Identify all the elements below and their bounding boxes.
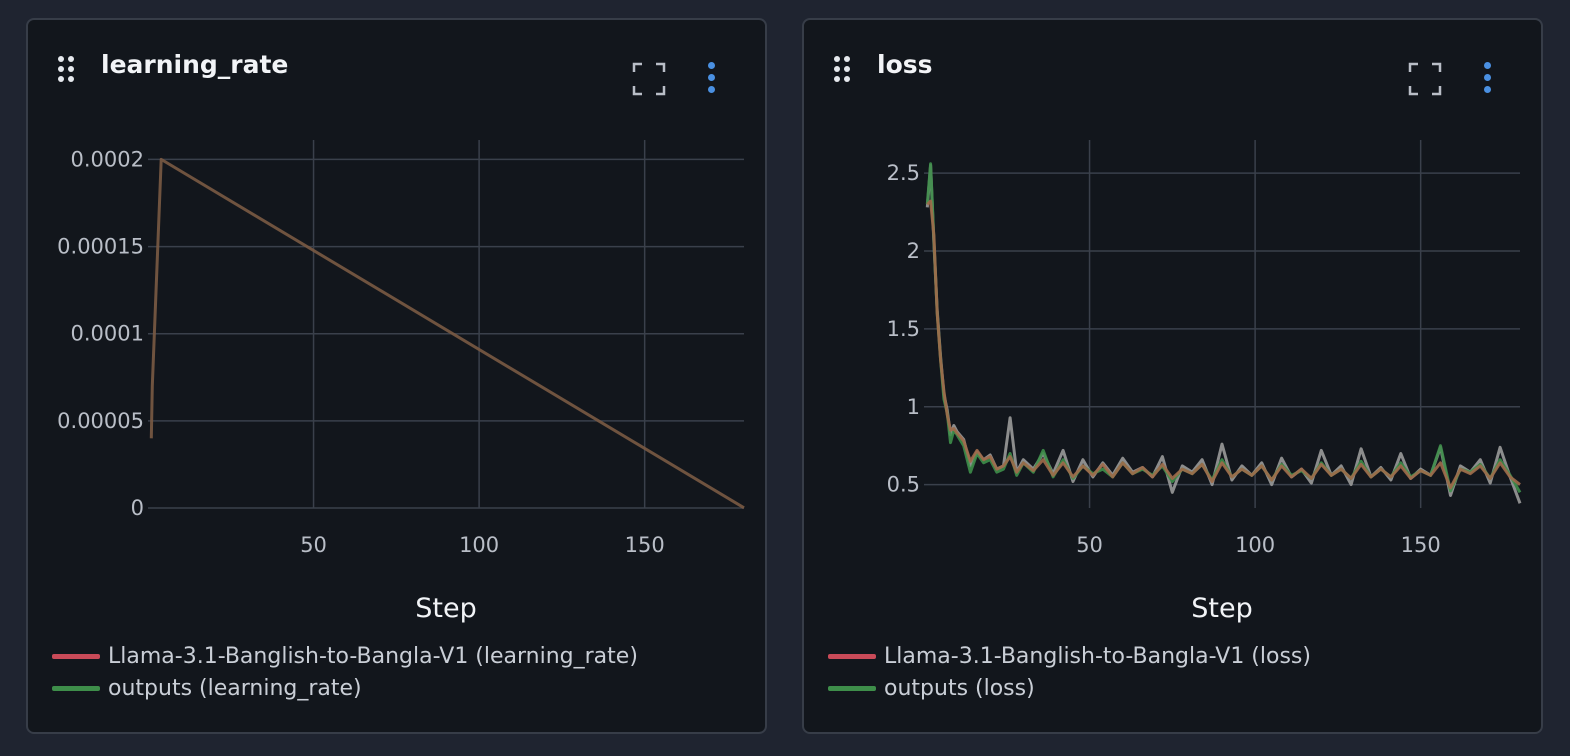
legend-item[interactable]: outputs (loss) [828,672,1311,704]
y-tick-label: 0.00005 [57,409,144,433]
y-tick-label: 2 [907,239,920,263]
legend-label: Llama-3.1-Banglish-to-Bangla-V1 (learnin… [108,643,638,669]
legend-label: outputs (learning_rate) [108,675,362,701]
legend-item[interactable]: outputs (learning_rate) [52,672,638,704]
x-tick-label: 50 [300,533,327,557]
legend-label: Llama-3.1-Banglish-to-Bangla-V1 (loss) [884,643,1311,669]
chart-panel-loss: loss 0.5 1 1.5 2 2.5 50 100 150 Step Llama-3.1-B… [802,18,1543,734]
legend-swatch [828,653,876,659]
fullscreen-icon[interactable] [632,62,666,96]
learning-rate-chart: 0 0.00005 0.0001 0.00015 0.0002 50 100 150 Step [57,140,745,624]
legend-label: outputs (loss) [884,675,1035,701]
legend-item[interactable]: Llama-3.1-Banglish-to-Bangla-V1 (loss) [828,640,1311,672]
drag-handle-icon[interactable] [58,56,78,86]
legend-item[interactable]: Llama-3.1-Banglish-to-Bangla-V1 (learnin… [52,640,638,672]
legend-swatch [52,653,100,659]
fullscreen-icon[interactable] [1408,62,1442,96]
series-line [926,199,1521,490]
x-tick-label: 150 [625,533,665,557]
y-tick-label: 0.5 [887,473,920,497]
x-tick-label: 100 [1235,533,1275,557]
y-tick-label: 1 [907,395,920,419]
x-tick-label: 50 [1076,533,1103,557]
x-axis-title: Step [415,593,476,624]
legend-swatch [52,685,100,691]
series-line [149,157,745,510]
chart-panel-learning-rate: learning_rate 0 0.00005 0.0001 0.00015 0.000… [26,18,767,734]
more-options-icon[interactable] [1478,60,1498,96]
x-axis-title: Step [1191,593,1252,624]
x-tick-label: 150 [1401,533,1441,557]
y-tick-label: 0.0001 [71,322,144,346]
more-options-icon[interactable] [702,60,722,96]
legend-swatch [828,685,876,691]
drag-handle-icon[interactable] [834,56,854,86]
x-tick-label: 100 [459,533,499,557]
chart-legend: Llama-3.1-Banglish-to-Bangla-V1 (loss) o… [828,640,1311,704]
y-tick-label: 1.5 [887,317,920,341]
y-tick-label: 0.00015 [57,235,144,259]
series-line [925,163,1522,504]
y-tick-label: 0 [131,496,144,520]
panel-title: loss [877,50,933,79]
loss-chart: 0.5 1 1.5 2 2.5 50 100 150 Step [887,140,1522,624]
y-tick-label: 0.0002 [71,147,144,171]
y-tick-label: 2.5 [887,161,920,185]
panel-title: learning_rate [101,50,289,79]
chart-legend: Llama-3.1-Banglish-to-Bangla-V1 (learnin… [52,640,638,704]
series-line [925,162,1522,494]
